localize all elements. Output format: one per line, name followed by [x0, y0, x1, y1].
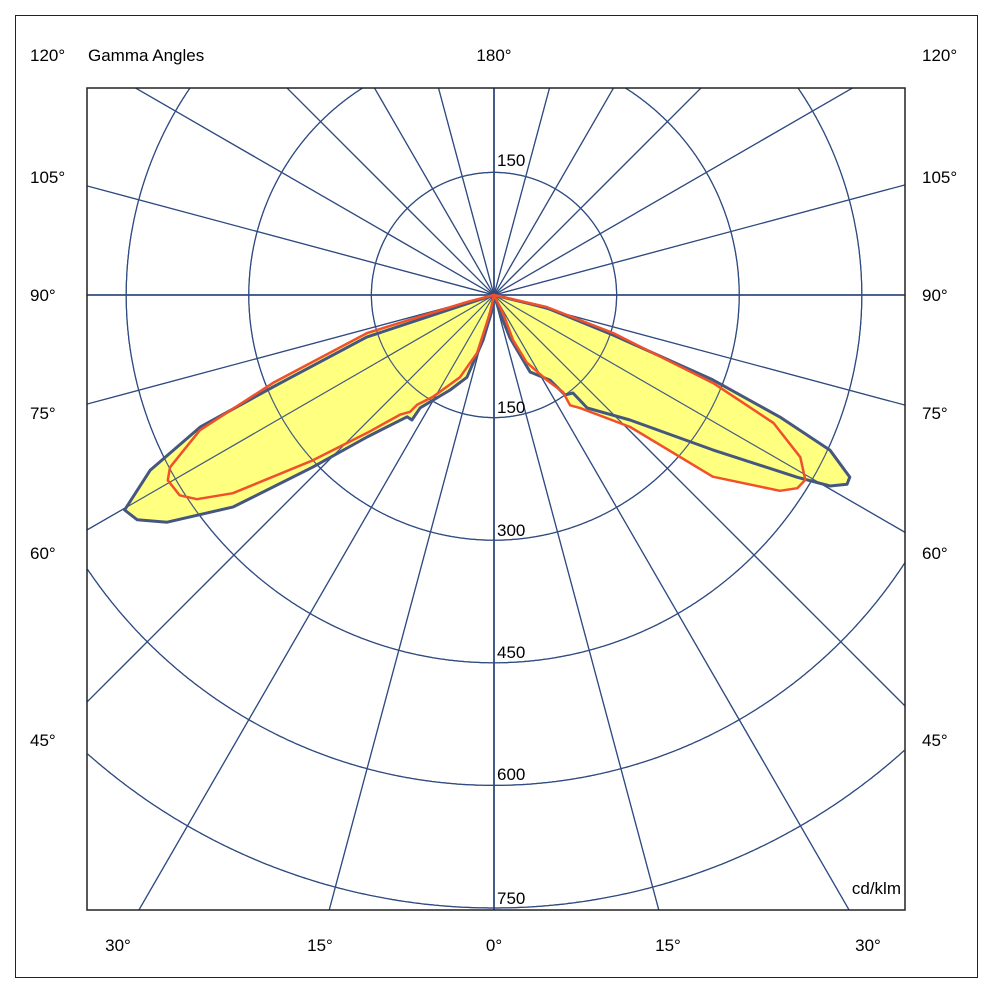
radial-label: 300 [497, 521, 525, 540]
angle-label-bottom: 30° [855, 936, 881, 955]
grid-radial-line-210 [373, 88, 495, 296]
polar-grid-overlay [87, 88, 905, 910]
chart-title: Gamma Angles [88, 46, 204, 65]
grid-radial-line-30 [493, 294, 850, 910]
angle-label-bottom: 15° [307, 936, 333, 955]
angle-label-left: 75° [30, 404, 56, 423]
grid-radial-line-135 [493, 88, 702, 296]
intensity-curves [87, 88, 905, 910]
grid-radial-line-315 [87, 294, 495, 703]
grid-circle-300 [248, 88, 740, 541]
radial-label: 150 [497, 151, 525, 170]
grid-radial-line-105 [493, 184, 905, 296]
angle-label-right: 90° [922, 286, 948, 305]
angle-label-right: 45° [922, 731, 948, 750]
angle-label-right: 75° [922, 404, 948, 423]
grid-radial-line-150 [493, 88, 615, 296]
grid-radial-line-255 [87, 185, 495, 296]
unit-label: cd/klm [852, 879, 901, 898]
radial-label: 600 [497, 765, 525, 784]
plot-area-border [86, 87, 906, 911]
angle-label-left: 90° [30, 286, 56, 305]
radial-label: 450 [497, 643, 525, 662]
grid-radial-line-300 [87, 294, 495, 531]
radial-label: 750 [497, 889, 525, 908]
series-fill-C90-C270 [167, 295, 806, 500]
angle-label-bottom: 15° [655, 936, 681, 955]
angle-label-left: 105° [30, 168, 65, 187]
grid-circle-750 [87, 750, 905, 909]
angle-label-right: 105° [922, 168, 957, 187]
series-line-C90-C270 [166, 293, 807, 501]
angle-label-bottom: 0° [486, 936, 502, 955]
grid-radial-line-120 [493, 88, 853, 296]
grid-circle-600 [87, 561, 905, 786]
grid-radial-line-285 [87, 294, 495, 405]
grid-radial-line-345 [328, 294, 495, 910]
radial-label: 150 [497, 398, 525, 417]
angle-label-bottom: 30° [105, 936, 131, 955]
angle-label-top-right: 120° [922, 46, 957, 65]
grid-radial-line-60 [493, 294, 905, 533]
grid-radial-line-225 [286, 88, 495, 296]
angle-label-right: 60° [922, 544, 948, 563]
grid-radial-line-15 [493, 294, 660, 910]
grid-radial-line-195 [437, 88, 495, 296]
angle-label-left: 60° [30, 544, 56, 563]
series-fill-C0-C180 [124, 295, 850, 523]
angle-label-top-center: 180° [476, 46, 511, 65]
grid-radial-line-240 [135, 88, 495, 296]
angle-label-left: 45° [30, 731, 56, 750]
grid-radial-line-45 [493, 294, 905, 707]
grid-radial-line-165 [493, 88, 551, 296]
angle-label-top-left: 120° [30, 46, 65, 65]
